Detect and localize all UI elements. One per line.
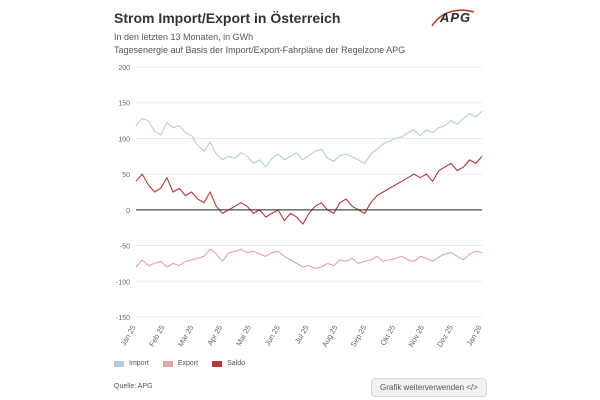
x-tick-label: Nov 25 (406, 324, 426, 349)
source-note: Quelle: APG (114, 383, 153, 390)
y-tick-label: 0 (126, 208, 130, 215)
y-tick-label: -150 (116, 315, 130, 322)
legend-label-export: Export (177, 360, 199, 367)
legend-swatch-saldo (212, 360, 223, 367)
x-tick-label: Mai 25 (234, 324, 253, 348)
y-tick-label: -50 (120, 244, 130, 251)
x-tick-label: Feb 25 (147, 324, 166, 349)
x-tick-label: Aug 25 (320, 324, 340, 349)
x-tick-label: Okt 25 (378, 324, 397, 348)
chart-title: Strom Import/Export in Österreich (114, 10, 341, 26)
series-line-import (135, 110, 483, 168)
y-tick-label: 100 (118, 136, 130, 143)
y-tick-label: -100 (116, 279, 130, 286)
x-tick-label: Mär 25 (176, 324, 195, 349)
series-line-saldo (135, 155, 483, 225)
chart-subtitle: In den letzten 13 Monaten, in GWh (114, 32, 254, 42)
x-tick-label: Jun 25 (263, 324, 282, 348)
legend-item-saldo[interactable]: Saldo (212, 360, 245, 367)
x-tick-label: Sep 25 (349, 324, 369, 349)
x-tick-label: Jan 26 (465, 324, 484, 348)
legend-item-export[interactable]: Export (162, 360, 199, 367)
legend-item-import[interactable]: Import (114, 360, 149, 367)
apg-logo-text: APG (440, 10, 472, 25)
legend-swatch-export (162, 360, 173, 367)
legend-swatch-import (114, 360, 124, 367)
x-tick-label: Jan 25 (119, 324, 138, 348)
x-tick-label: Dez 25 (435, 324, 455, 349)
y-tick-label: 200 (118, 65, 130, 72)
y-tick-label: 50 (122, 172, 130, 179)
series-line-export (135, 248, 483, 269)
import-export-chart: -150 -100 -50 0 50 100 150 200 Jan 25 Feb 25 Mär 2… (116, 65, 484, 349)
chart-legend: Import Export Saldo (114, 360, 245, 367)
y-tick-label: 150 (118, 101, 130, 108)
apg-logo (431, 9, 475, 27)
x-tick-label: Jul 25 (293, 324, 311, 346)
legend-label-import: Import (129, 360, 149, 367)
chart-description: Tagesenergie auf Basis der Import/Export… (114, 45, 406, 55)
legend-label-saldo: Saldo (227, 360, 245, 367)
reuse-graphic-button[interactable]: Grafik weiterverwenden </> (371, 378, 487, 397)
x-tick-label: Apr 25 (205, 324, 224, 348)
